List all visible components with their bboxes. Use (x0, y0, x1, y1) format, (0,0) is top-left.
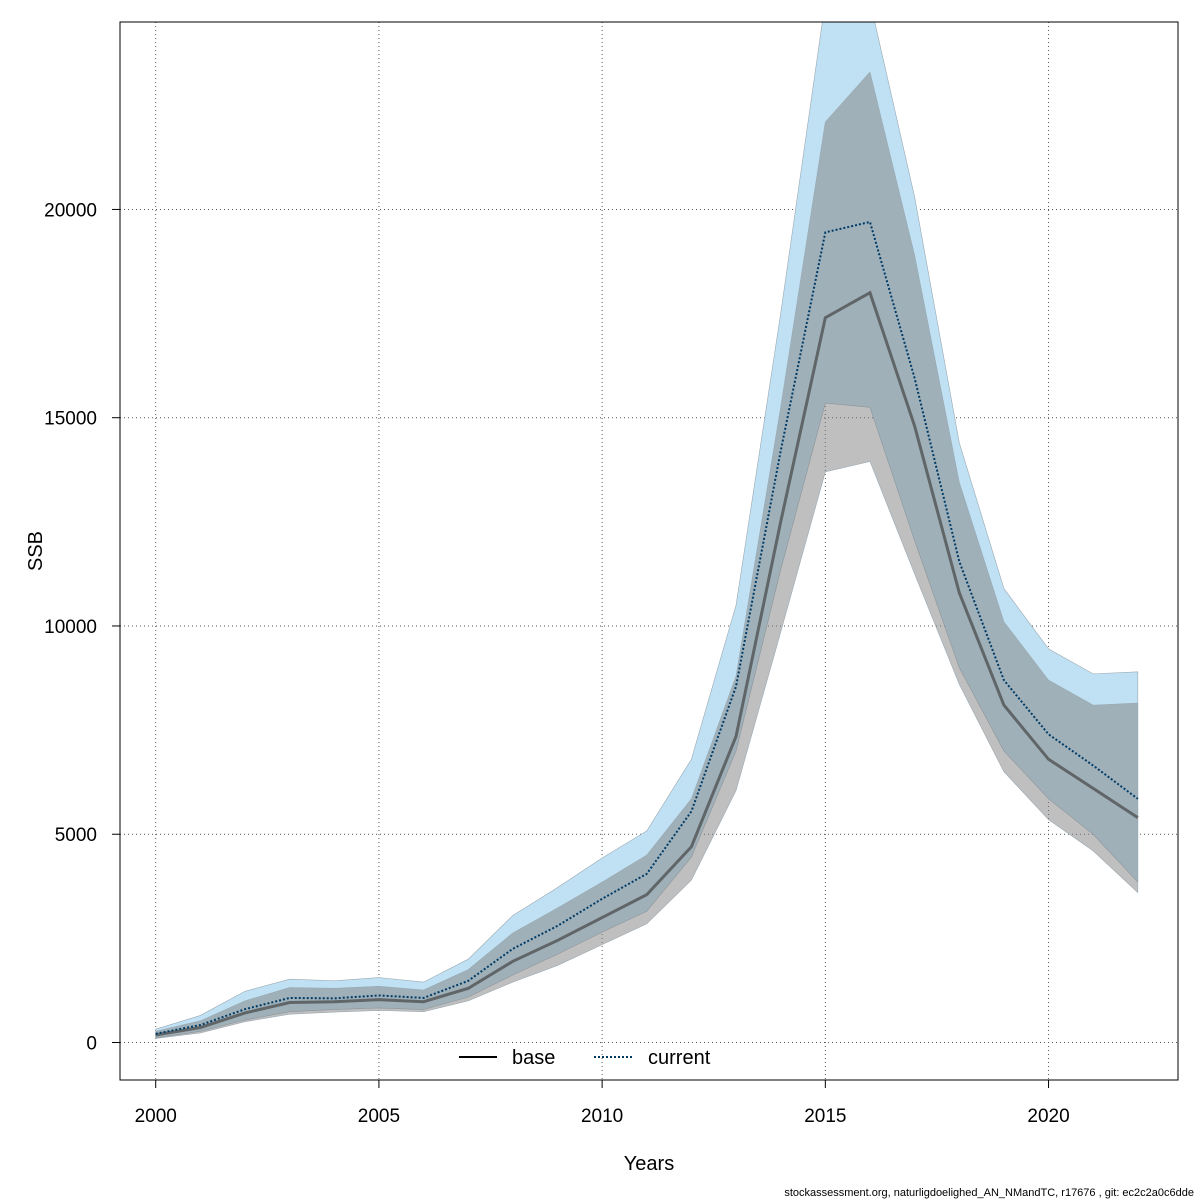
legend-label-base: base (512, 1047, 555, 1069)
x-tick-label: 2010 (581, 1106, 623, 1127)
series-lines (155, 220, 1139, 1037)
band-base (155, 71, 1139, 1039)
x-axis: 2000 2005 2010 2015 2020 (135, 1080, 1070, 1127)
y-tick-label: 0 (86, 1034, 97, 1055)
y-tick-label: 5000 (55, 825, 97, 846)
y-axis: 0 5000 10000 15000 20000 (44, 200, 120, 1055)
legend: base current (459, 1047, 711, 1069)
y-tick-label: 15000 (44, 409, 97, 430)
x-tick-label: 2005 (358, 1106, 400, 1127)
legend-label-current: current (648, 1047, 711, 1069)
confidence-bands (155, 22, 1139, 1039)
x-tick-label: 2015 (804, 1106, 846, 1127)
x-tick-label: 2000 (135, 1106, 177, 1127)
x-tick-label: 2020 (1027, 1106, 1069, 1127)
y-tick-label: 10000 (44, 617, 97, 638)
y-tick-label: 20000 (44, 200, 97, 221)
line-base (155, 290, 1139, 1037)
plot-frame (119, 21, 1179, 1081)
x-axis-title: Years (624, 1153, 674, 1175)
footer-text: stockassessment.org, naturligdoelighed_A… (784, 1187, 1194, 1199)
y-axis-title: SSB (25, 531, 47, 571)
line-current (155, 220, 1139, 1035)
